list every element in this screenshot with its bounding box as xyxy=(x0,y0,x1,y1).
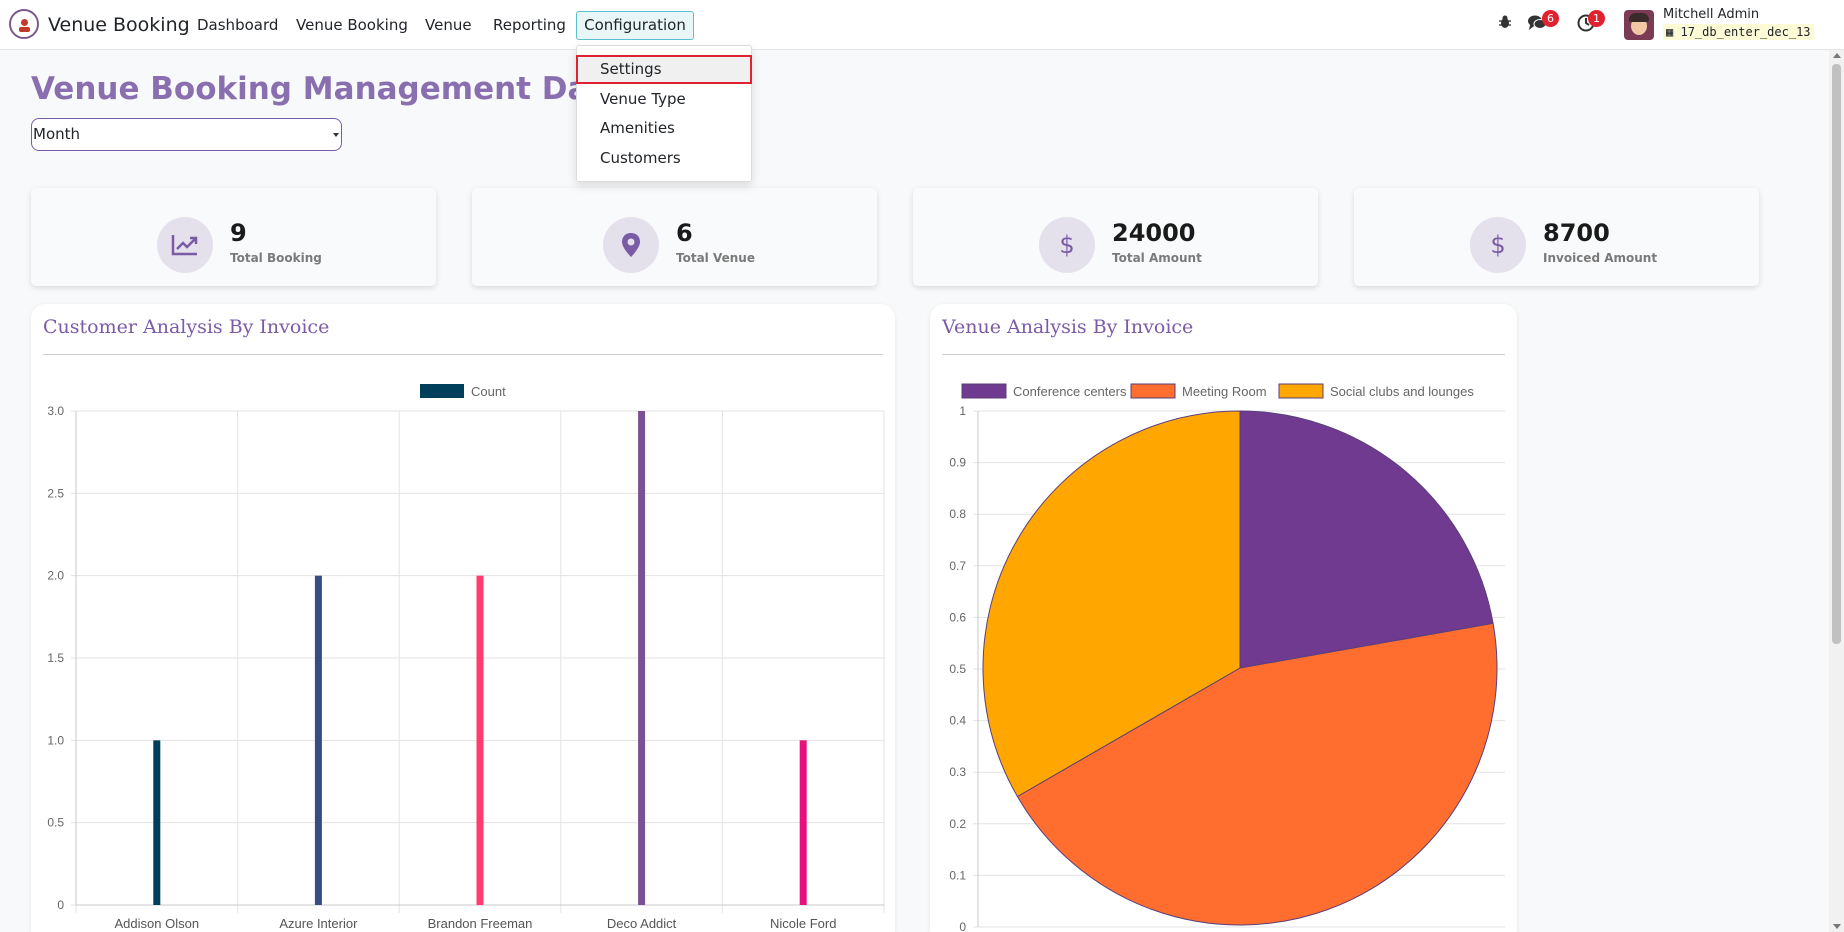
database-label: 17_db_enter_dec_13 xyxy=(1680,25,1811,39)
bar xyxy=(153,740,161,905)
total-amount-label: Total Amount xyxy=(1112,251,1202,265)
x-tick-label: Nicole Ford xyxy=(770,916,836,931)
y-tick-label: 0.6 xyxy=(949,610,966,624)
period-select-value: Month xyxy=(33,125,81,143)
page-scrollbar[interactable] xyxy=(1829,50,1844,932)
bar xyxy=(638,411,646,905)
y-tick-label: 0.8 xyxy=(949,507,966,521)
y-tick-label: 2.5 xyxy=(47,486,64,500)
bug-icon[interactable] xyxy=(1495,14,1515,34)
dropdown-item-amenities[interactable]: Amenities xyxy=(600,119,675,137)
card-total-venue: 6 Total Venue xyxy=(472,188,877,286)
total-booking-value: 9 xyxy=(230,219,247,247)
y-tick-label: 3.0 xyxy=(47,404,64,418)
y-tick-label: 0.2 xyxy=(949,817,966,831)
nav-reporting[interactable]: Reporting xyxy=(493,16,566,34)
y-tick-label: 0.1 xyxy=(949,868,966,882)
dollar-icon: $ xyxy=(1470,217,1526,273)
divider xyxy=(942,354,1505,355)
x-tick-label: Addison Olson xyxy=(115,916,200,931)
nav-dashboard[interactable]: Dashboard xyxy=(197,16,279,34)
period-select[interactable]: Month xyxy=(31,118,342,151)
y-tick-label: 1.0 xyxy=(47,733,64,747)
legend-label: Count xyxy=(471,384,506,399)
invoiced-amount-label: Invoiced Amount xyxy=(1543,251,1658,265)
dropdown-item-venue-type[interactable]: Venue Type xyxy=(600,90,686,108)
chart-line-icon xyxy=(157,217,213,273)
y-tick-label: 1.5 xyxy=(47,651,64,665)
bar xyxy=(314,575,322,905)
database-name: ▦ 17_db_enter_dec_13 xyxy=(1663,24,1814,40)
legend-label: Conference centers xyxy=(1013,384,1127,399)
divider xyxy=(43,354,883,355)
total-venue-label: Total Venue xyxy=(676,251,755,265)
legend-swatch xyxy=(1130,383,1176,399)
invoiced-amount-value: 8700 xyxy=(1543,219,1610,247)
configuration-dropdown: Settings Venue Type Amenities Customers xyxy=(576,45,752,182)
pie-slice xyxy=(1016,622,1498,926)
scroll-down-icon[interactable] xyxy=(1833,924,1841,929)
nav-venue[interactable]: Venue xyxy=(425,16,472,34)
total-amount-value: 24000 xyxy=(1112,219,1196,247)
legend-label: Social clubs and lounges xyxy=(1330,384,1474,399)
nav-venue-booking[interactable]: Venue Booking xyxy=(296,16,408,34)
chevron-down-icon xyxy=(333,133,339,137)
customer-bar-chart: 0 0.5 1.0 1.5 2.0 2.5 3.0 Addison Olson Azure In… xyxy=(47,384,885,931)
y-tick-label: 0 xyxy=(57,898,64,912)
y-tick-label: 0.7 xyxy=(949,559,966,573)
top-navbar: Venue Booking Dashboard Venue Booking Ve… xyxy=(0,0,1844,50)
x-tick-label: Deco Addict xyxy=(607,916,677,931)
dropdown-settings-highlight[interactable] xyxy=(576,55,752,84)
y-tick-label: 2.0 xyxy=(47,569,64,583)
bar xyxy=(476,575,484,905)
y-tick-label: 0.5 xyxy=(47,816,64,830)
customer-panel-title: Customer Analysis By Invoice xyxy=(43,316,330,338)
app-logo-icon[interactable] xyxy=(9,9,39,39)
y-tick-label: 0 xyxy=(959,920,966,932)
y-tick-label: 0.3 xyxy=(949,765,966,779)
x-tick-label: Azure Interior xyxy=(279,916,358,931)
card-total-booking: 9 Total Booking xyxy=(31,188,436,286)
scrollbar-thumb[interactable] xyxy=(1832,64,1841,644)
activities-badge: 1 xyxy=(1588,10,1605,27)
bar xyxy=(799,740,807,905)
legend-swatch xyxy=(1278,383,1324,399)
avatar[interactable] xyxy=(1624,10,1654,40)
nav-configuration[interactable]: Configuration xyxy=(576,11,694,40)
dropdown-item-customers[interactable]: Customers xyxy=(600,149,681,167)
y-tick-label: 0.4 xyxy=(949,714,966,728)
total-booking-label: Total Booking xyxy=(230,251,322,265)
legend-swatch xyxy=(961,383,1007,399)
chat-icon[interactable] xyxy=(1527,14,1547,34)
venue-panel-title: Venue Analysis By Invoice xyxy=(942,316,1194,338)
pie-slice xyxy=(1239,410,1494,669)
customer-analysis-panel: Customer Analysis By Invoice 0 0.5 1.0 1.5 2… xyxy=(31,304,895,932)
pie-slice xyxy=(982,410,1241,798)
user-name[interactable]: Mitchell Admin xyxy=(1663,7,1760,22)
scroll-up-icon[interactable] xyxy=(1833,53,1841,58)
card-invoiced-amount: $ 8700 Invoiced Amount xyxy=(1354,188,1759,286)
card-total-amount: $ 24000 Total Amount xyxy=(913,188,1318,286)
messages-badge: 6 xyxy=(1542,10,1559,27)
database-icon: ▦ xyxy=(1666,25,1674,39)
x-tick-label: Brandon Freeman xyxy=(428,916,533,931)
total-venue-value: 6 xyxy=(676,219,693,247)
legend-label: Meeting Room xyxy=(1182,384,1267,399)
y-tick-label: 1 xyxy=(959,404,966,418)
y-tick-label: 0.5 xyxy=(949,662,966,676)
venue-analysis-panel: Venue Analysis By Invoice 0 0.1 0.2 0.3 0.4 0… xyxy=(930,304,1517,932)
app-brand[interactable]: Venue Booking xyxy=(48,14,190,36)
venue-pie-chart: 0 0.1 0.2 0.3 0.4 0.5 0.6 0.7 0.8 0.9 1 Conference … xyxy=(949,383,1505,932)
legend-swatch xyxy=(420,384,464,398)
y-tick-label: 0.9 xyxy=(949,456,966,470)
map-pin-icon xyxy=(603,217,659,273)
dollar-icon: $ xyxy=(1039,217,1095,273)
dropdown-item-settings[interactable]: Settings xyxy=(600,60,662,78)
